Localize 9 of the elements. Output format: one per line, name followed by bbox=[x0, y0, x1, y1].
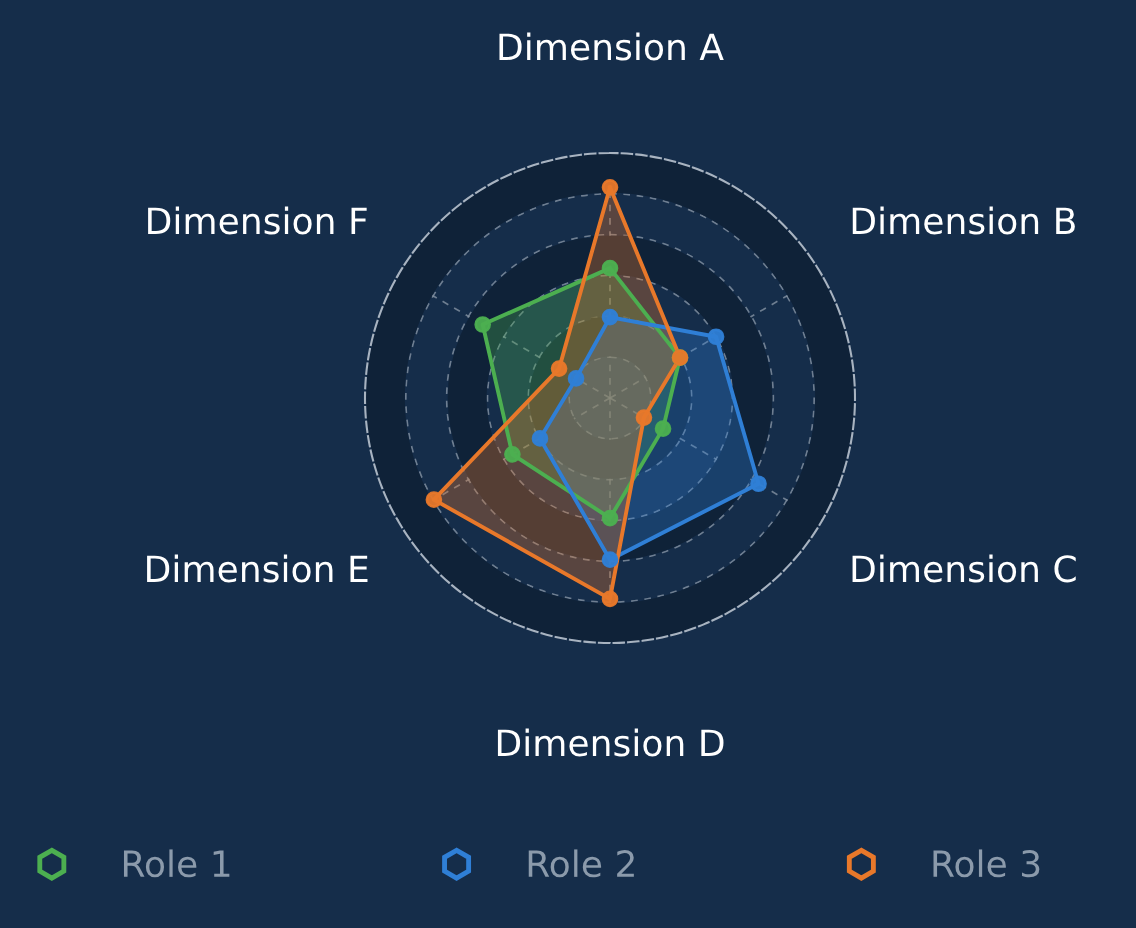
spoke-label: Dimension C bbox=[852, 554, 1076, 583]
legend-label: Role 1 bbox=[123, 849, 230, 878]
spoke-label: Dimension D bbox=[497, 728, 724, 757]
spoke-label: Dimension E bbox=[147, 554, 368, 583]
spoke-label: Dimension A bbox=[499, 32, 724, 61]
legend-label: Role 2 bbox=[528, 849, 634, 878]
legend-label: Role 3 bbox=[933, 849, 1040, 878]
spoke-label: Dimension B bbox=[852, 206, 1075, 235]
spoke-label: Dimension F bbox=[148, 206, 367, 235]
